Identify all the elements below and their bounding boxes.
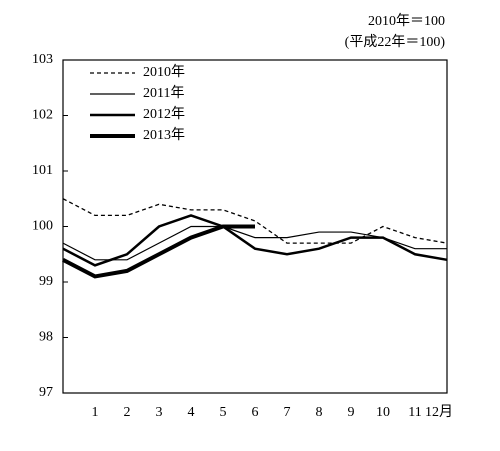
y-tick-label: 103 (32, 52, 53, 67)
x-tick-label: 5 (220, 405, 227, 420)
x-tick-label: 6 (252, 405, 259, 420)
y-tick-label: 99 (39, 274, 53, 289)
x-tick-label: 4 (188, 405, 195, 420)
y-tick-label: 98 (39, 330, 53, 345)
legend-label: 2013年 (143, 127, 185, 143)
legend-label: 2010年 (143, 64, 185, 80)
legend-label: 2012年 (143, 106, 185, 122)
x-tick-label: 11 (408, 405, 421, 420)
y-tick-label: 100 (32, 219, 53, 234)
series-line (62, 225, 447, 261)
x-tick-label: 9 (348, 405, 355, 420)
x-tick-label: 10 (376, 405, 390, 420)
x-tick-label: 2 (124, 405, 131, 420)
legend-label: 2011年 (143, 85, 184, 101)
annotation: 2010年＝100 (368, 13, 445, 29)
x-tick-label: 3 (156, 405, 163, 420)
y-tick-label: 101 (32, 163, 53, 178)
y-tick-label: 97 (39, 385, 53, 400)
series-line (62, 198, 448, 244)
series-line (62, 224, 255, 279)
annotation: (平成22年＝100) (345, 34, 446, 50)
x-tick-label: 1 (92, 405, 99, 420)
x-tick-label: 12月 (425, 404, 453, 420)
series-line (62, 214, 448, 267)
y-tick-label: 102 (32, 108, 53, 123)
x-tick-label: 7 (284, 405, 291, 420)
x-tick-label: 8 (316, 405, 323, 420)
